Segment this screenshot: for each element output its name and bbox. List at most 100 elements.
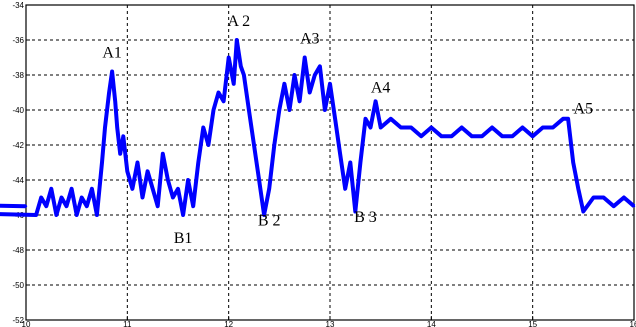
data-point (313, 73, 316, 77)
data-point (273, 143, 276, 147)
data-point (303, 56, 306, 59)
data-point (100, 161, 104, 164)
peak-annotation: A3 (300, 31, 320, 48)
x-tick-label: 15 (528, 320, 537, 327)
y-tick-label: -38 (12, 71, 24, 80)
data-point (232, 82, 235, 86)
data-point (24, 205, 28, 208)
data-point (308, 91, 311, 94)
data-point (566, 117, 570, 121)
data-point (80, 196, 83, 199)
data-point (75, 213, 78, 217)
data-point (262, 213, 266, 217)
data-point (450, 135, 453, 138)
data-point (323, 108, 327, 112)
data-point (217, 91, 220, 94)
data-point (45, 205, 48, 208)
data-point (186, 178, 190, 182)
data-point (511, 135, 514, 138)
data-point (70, 187, 73, 190)
y-tick-label: -44 (12, 176, 24, 185)
data-point (318, 65, 322, 68)
data-point (55, 213, 58, 217)
data-point (202, 126, 205, 129)
peak-annotation: B1 (174, 230, 193, 247)
data-point (531, 135, 534, 138)
data-point (298, 100, 301, 103)
data-point (222, 100, 225, 103)
x-tick-label: 13 (326, 320, 335, 327)
data-point (141, 196, 144, 199)
data-point (328, 82, 332, 86)
data-point (268, 187, 271, 190)
data-point (136, 161, 139, 164)
x-tick-label: 11 (123, 320, 132, 327)
data-point (95, 213, 99, 217)
data-point (110, 70, 114, 73)
peak-annotation: A4 (371, 80, 391, 97)
data-point (114, 100, 117, 103)
data-point (551, 126, 555, 129)
data-point (541, 126, 544, 129)
data-point (480, 135, 484, 138)
peak-annotation: A1 (102, 45, 122, 62)
data-point (359, 161, 362, 164)
y-tick-label: -48 (12, 246, 24, 255)
grid-layer (26, 5, 634, 320)
data-point (247, 108, 251, 112)
data-point (242, 73, 246, 77)
data-point (192, 205, 195, 208)
data-point (389, 117, 392, 121)
data-point (119, 152, 122, 155)
data-point (349, 161, 352, 164)
data-point (374, 100, 377, 103)
data-point (122, 135, 125, 138)
data-point (197, 161, 200, 164)
y-tick-label: -40 (12, 106, 24, 115)
data-point (501, 135, 504, 138)
data-point (34, 213, 38, 217)
data-point (235, 38, 238, 42)
data-point (561, 117, 565, 121)
data-point (420, 135, 423, 138)
data-point (369, 126, 372, 129)
series-line (0, 38, 636, 217)
peak-annotation: A 2 (227, 13, 250, 30)
data-point (470, 135, 474, 138)
y-tick-label: -50 (12, 281, 24, 290)
peak-annotation: B 3 (354, 209, 377, 226)
data-point (107, 91, 111, 94)
data-point (171, 196, 175, 199)
data-point (126, 170, 129, 173)
data-point (521, 126, 524, 129)
data-point (338, 152, 342, 155)
y-tick-label: -34 (12, 1, 24, 10)
data-point (379, 126, 382, 129)
x-tick-label: 14 (427, 320, 436, 327)
data-point (460, 126, 463, 129)
peak-annotation: B 2 (258, 213, 281, 230)
data-point (409, 126, 413, 129)
data-point (364, 117, 367, 121)
data-point (85, 205, 89, 208)
annotation-layer: A1 A 2 A3 A4 A5 B1 B 2 B 3 (102, 13, 593, 247)
data-point (151, 187, 154, 190)
y-tick-label: -36 (12, 36, 24, 45)
series-layer (0, 38, 636, 217)
peak-annotation: A5 (574, 101, 594, 118)
x-tick-label: 10 (22, 320, 31, 327)
x-tick-label: 12 (224, 320, 233, 327)
data-point (592, 196, 595, 199)
data-point (181, 213, 185, 217)
y-tick-label: -42 (12, 141, 24, 150)
data-point (40, 196, 43, 199)
data-point (252, 143, 256, 147)
data-point (161, 152, 164, 155)
data-point (430, 126, 433, 129)
data-point (239, 65, 242, 68)
data-point (333, 117, 337, 121)
data-point (354, 210, 357, 213)
data-point (131, 187, 134, 190)
data-point (146, 170, 149, 173)
data-point (207, 143, 210, 147)
